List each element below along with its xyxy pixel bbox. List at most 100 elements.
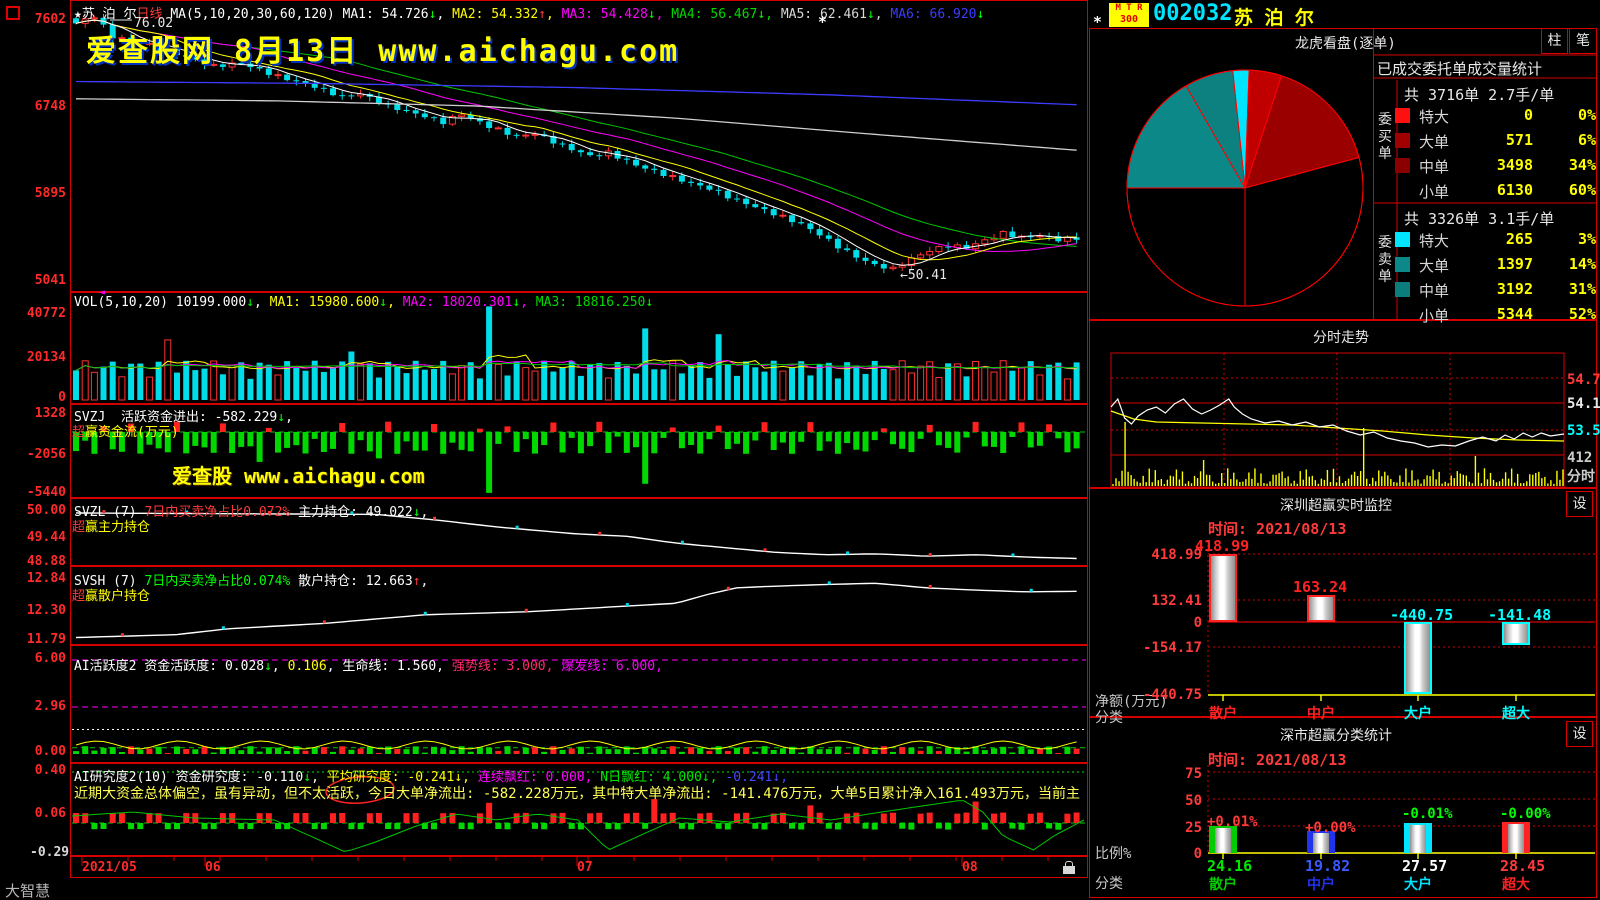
ai-activity-panel[interactable] xyxy=(70,645,1088,763)
monitor-bar xyxy=(1404,622,1432,694)
axis-label: 0.40 xyxy=(34,763,66,778)
text-segment: 超 xyxy=(72,520,86,535)
axis-label: -2056 xyxy=(26,447,66,462)
ai-research-panel[interactable] xyxy=(70,763,1088,856)
svzl-panel[interactable] xyxy=(70,498,1088,566)
extra-axis-label: -0.29 xyxy=(30,845,70,860)
svsh-panel[interactable] xyxy=(70,566,1088,645)
text-segment: ↓ xyxy=(303,770,312,785)
buy-summary: 共 3716单 2.7手/单 xyxy=(1404,86,1555,104)
text-segment: , xyxy=(709,770,726,785)
text-segment: ↑ xyxy=(412,574,421,589)
text-segment: , xyxy=(780,770,789,785)
text-segment: 7日内买卖净占比0.072% xyxy=(144,505,291,520)
row-label: 大单 xyxy=(1419,257,1450,275)
row-value: 1397 xyxy=(1496,255,1533,273)
watermark-small: 爱查股 www.aichagu.com xyxy=(172,464,425,488)
row-percent: 60% xyxy=(1568,181,1596,199)
fenlei-title: 深市超赢分类统计 xyxy=(1280,728,1392,744)
text-segment: , xyxy=(520,295,536,310)
axis-label: 20134 xyxy=(26,350,66,365)
row-label: 中单 xyxy=(1419,282,1450,300)
table-row: 中单 3192 31% xyxy=(1373,280,1597,300)
text-segment: 强势线: 3.000, xyxy=(451,659,562,674)
text-segment: , xyxy=(436,7,453,22)
fenlei-bar xyxy=(1209,826,1237,853)
text-segment: ↑ xyxy=(538,7,547,22)
text-segment: SVSH (7) xyxy=(74,574,145,589)
row-value: 3498 xyxy=(1496,156,1533,174)
row-percent: 31% xyxy=(1568,280,1596,298)
row-value: 5344 xyxy=(1496,305,1533,323)
monitor-category-label: 散户 xyxy=(1209,706,1237,722)
text-segment: N日飘红: 4.000 xyxy=(600,770,702,785)
axis-label: 49.44 xyxy=(26,530,66,545)
fenlei-settings-button[interactable]: 设 xyxy=(1566,721,1593,747)
text-segment: , xyxy=(874,7,891,22)
brand-label[interactable]: 大智慧 xyxy=(5,882,51,900)
fenlei-category-label: 散户 xyxy=(1209,877,1237,893)
lock-icon[interactable] xyxy=(1063,861,1075,874)
text-segment: 赢资金流(万元) xyxy=(85,425,179,440)
monitor-bar xyxy=(1502,622,1530,646)
table-row: 小单 6130 60% xyxy=(1373,181,1597,201)
monitor-bar-value: -440.75 xyxy=(1390,606,1454,624)
monitor-category-label: 中户 xyxy=(1307,706,1335,722)
time-axis-strip[interactable] xyxy=(70,856,1088,878)
axis-label: 6748 xyxy=(34,99,66,114)
svzl-header: SVZL (7) 7日内买卖净占比0.072% 主力持仓: 49.022↓, xyxy=(74,501,428,520)
text-segment: ★苏 泊 尔 xyxy=(74,7,137,22)
monitor-settings-button[interactable]: 设 xyxy=(1566,491,1593,517)
text-segment: ↓ xyxy=(379,295,388,310)
text-segment: SVZL (7) xyxy=(74,505,145,520)
text-segment: 赢主力持仓 xyxy=(85,520,151,535)
text-segment: ↓ xyxy=(264,659,272,674)
fenlei-time: 时间: 2021/08/13 xyxy=(1208,751,1347,769)
badge-bottom: 300 xyxy=(1119,14,1139,25)
pen-mode-button[interactable]: 笔 xyxy=(1569,28,1597,54)
ai-activity-header: AI活跃度2 资金活跃度: 0.028↓, 0.106, 生命线: 1.560,… xyxy=(74,655,663,674)
peak-price-label: 76.02 xyxy=(134,16,174,31)
buy-side-label: 委买单 xyxy=(1378,112,1392,162)
row-label: 特大 xyxy=(1419,232,1450,250)
monitor-axis-label: -154.17 xyxy=(1142,640,1202,656)
monitor-axis-label: 0 xyxy=(1193,615,1202,631)
fenlei-panel xyxy=(1089,717,1597,898)
monitor-axis-label: -440.75 xyxy=(1142,687,1202,703)
app-icon[interactable] xyxy=(6,6,20,20)
monitor-title: 深圳超赢实时监控 xyxy=(1280,498,1392,514)
bar-mode-button[interactable]: 柱 xyxy=(1541,28,1568,54)
fenshi-title: 分时走势 xyxy=(1313,330,1369,346)
row-value: 3192 xyxy=(1496,280,1533,298)
monitor-bar-value: -141.48 xyxy=(1488,606,1552,624)
timeline-label: 06 xyxy=(205,860,221,875)
main-kline-panel[interactable] xyxy=(70,0,1088,292)
fenlei-axis-label: 75 xyxy=(1185,766,1202,782)
axis-label: -5440 xyxy=(26,485,66,500)
legend-swatch xyxy=(1395,133,1410,148)
timeline-label: 07 xyxy=(577,860,593,875)
fenlei-pct-label: +0.00% xyxy=(1305,820,1356,836)
text-segment: , xyxy=(254,295,270,310)
row-label: 特大 xyxy=(1419,108,1450,126)
svzj-panel[interactable] xyxy=(70,404,1088,498)
text-segment: 主力持仓: 49.022 xyxy=(290,505,413,520)
fenshi-axis-label: 分时 xyxy=(1567,469,1595,485)
row-percent: 14% xyxy=(1568,255,1596,273)
row-percent: 3% xyxy=(1577,230,1596,248)
longhu-title: 龙虎看盘(逐单) xyxy=(1295,36,1396,52)
volume-panel[interactable] xyxy=(70,292,1088,404)
svzl-header2: 超赢主力持仓 xyxy=(72,516,150,535)
text-segment: MA2: 54.332 xyxy=(452,7,539,22)
text-segment: ↓ xyxy=(645,295,654,310)
monitor-bar xyxy=(1307,595,1335,622)
text-segment: ↓ xyxy=(412,505,421,520)
fenlei-bar-value: 28.45 xyxy=(1500,857,1546,875)
text-segment: 7日内买卖净占比0.074% xyxy=(144,574,291,589)
row-percent: 0% xyxy=(1577,106,1596,124)
text-segment: ↓ xyxy=(647,7,656,22)
legend-swatch xyxy=(1395,108,1410,123)
fenlei-bar-value: 19.82 xyxy=(1305,857,1351,875)
